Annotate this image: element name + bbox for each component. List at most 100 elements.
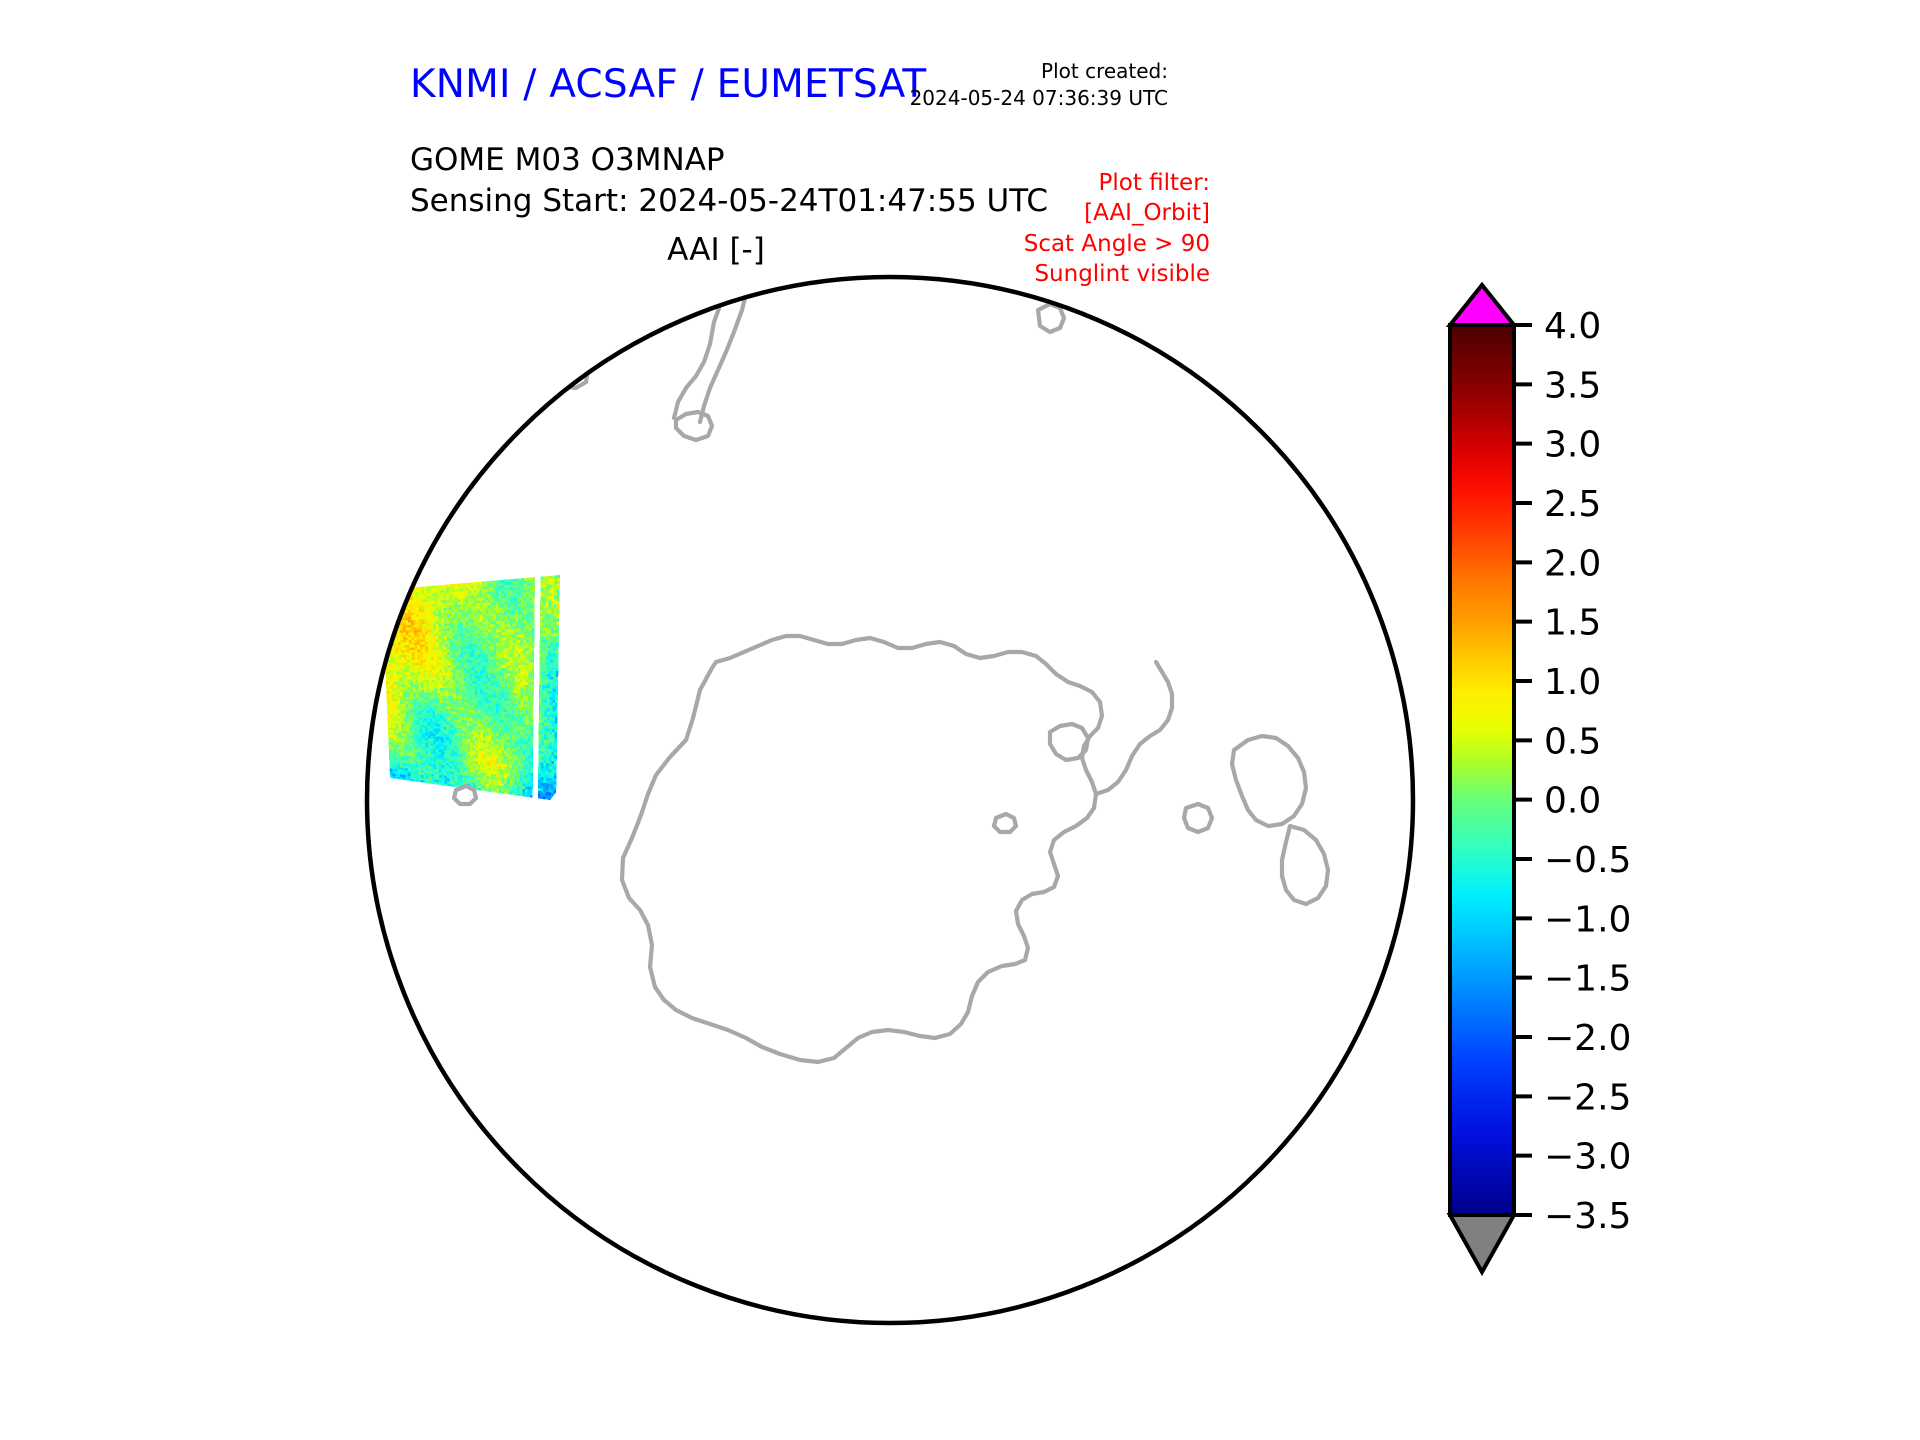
swath-pixel [452, 612, 455, 616]
swath-pixel [498, 585, 502, 589]
swath-pixel [463, 617, 466, 621]
swath-pixel [523, 617, 527, 621]
swath-pixel [432, 603, 436, 607]
swath-pixel [488, 700, 491, 703]
swath-pixel [463, 654, 467, 657]
swath-pixel [496, 695, 499, 698]
swath-pixel [490, 727, 494, 731]
swath-pixel [496, 580, 499, 584]
swath-pixel [512, 606, 516, 610]
swath-pixel [458, 683, 462, 686]
swath-pixel [548, 772, 552, 776]
swath-pixel [444, 780, 447, 784]
swath-pixel [520, 698, 523, 702]
swath-pixel [520, 751, 523, 755]
swath-pixel [496, 610, 499, 614]
swath-pixel [482, 678, 486, 682]
swath-pixel [554, 761, 557, 765]
swath-pixel [413, 709, 417, 713]
swath-pixel [506, 781, 510, 785]
swath-pixel [552, 679, 556, 683]
swath-pixel [402, 760, 405, 764]
swath-pixel [402, 767, 406, 771]
swath-pixel [509, 673, 513, 677]
swath-pixel [461, 678, 464, 681]
swath-pixel [419, 622, 422, 625]
swath-pixel [525, 721, 529, 725]
swath-pixel [543, 782, 546, 787]
swath-pixel [465, 588, 469, 591]
swath-pixel [517, 662, 521, 666]
swath-pixel [455, 675, 459, 678]
swath-pixel [488, 713, 491, 717]
swath-pixel [397, 776, 401, 780]
swath-pixel [408, 709, 412, 712]
swath-pixel [448, 745, 452, 748]
swath-pixel [477, 659, 480, 663]
swath-pixel [514, 740, 518, 744]
swath-pixel [539, 670, 543, 674]
swath-pixel [448, 727, 452, 730]
swath-pixel [472, 750, 476, 753]
swath-pixel [482, 581, 485, 585]
swath-pixel [551, 763, 554, 767]
swath-pixel [541, 725, 545, 729]
swath-pixel [389, 770, 393, 774]
swath-pixel [551, 584, 555, 588]
swath-pixel [437, 693, 440, 696]
swath-pixel [428, 758, 431, 762]
swath-pixel [399, 677, 402, 680]
swath-pixel [482, 673, 486, 676]
swath-pixel [491, 746, 494, 750]
colorbar-tick-label: 3.5 [1544, 365, 1601, 406]
swath-pixel [453, 685, 456, 689]
swath-pixel [447, 783, 450, 787]
swath-pixel [466, 675, 470, 679]
swath-pixel [466, 657, 469, 660]
swath-pixel [491, 749, 494, 753]
swath-pixel [417, 654, 421, 658]
swath-pixel [400, 701, 403, 705]
swath-pixel [491, 787, 494, 791]
kerguelen-island-coastline [451, 783, 479, 807]
swath-pixel [455, 670, 459, 673]
swath-pixel [482, 592, 485, 595]
swath-pixel [449, 610, 452, 613]
swath-pixel [426, 685, 430, 688]
swath-pixel [397, 713, 401, 717]
swath-pixel [491, 741, 494, 744]
swath-pixel [452, 620, 455, 624]
swath-pixel [488, 754, 491, 758]
swath-pixel [450, 654, 453, 658]
swath-pixel [523, 665, 526, 668]
swath-pixel [522, 749, 526, 753]
swath-pixel [444, 667, 448, 671]
swath-pixel [413, 689, 416, 693]
swath-pixel [393, 591, 397, 594]
swath-pixel [450, 675, 454, 678]
swath-pixel [548, 584, 552, 588]
swath-pixel [428, 748, 431, 751]
swath-pixel [436, 766, 439, 770]
swath-pixel [485, 675, 489, 679]
swath-pixel [445, 716, 449, 720]
swath-pixel [493, 733, 497, 736]
swath-pixel [522, 718, 526, 722]
swath-pixel [388, 739, 392, 743]
swath-pixel [541, 685, 545, 689]
swath-pixel [421, 609, 425, 612]
swath-pixel [451, 750, 455, 754]
swath-pixel [447, 781, 450, 784]
swath-pixel [518, 611, 521, 615]
swath-pixel [512, 642, 516, 646]
swath-pixel [412, 672, 416, 675]
plot-filter-label: Plot filter: [1098, 170, 1210, 196]
swath-pixel [476, 600, 480, 604]
swath-pixel [394, 759, 398, 763]
swath-pixel [546, 714, 550, 718]
swath-pixel [487, 627, 491, 630]
swath-pixel [456, 753, 460, 757]
swath-pixel [429, 585, 433, 589]
swath-pixel [541, 688, 545, 691]
swath-pixel [526, 625, 529, 629]
